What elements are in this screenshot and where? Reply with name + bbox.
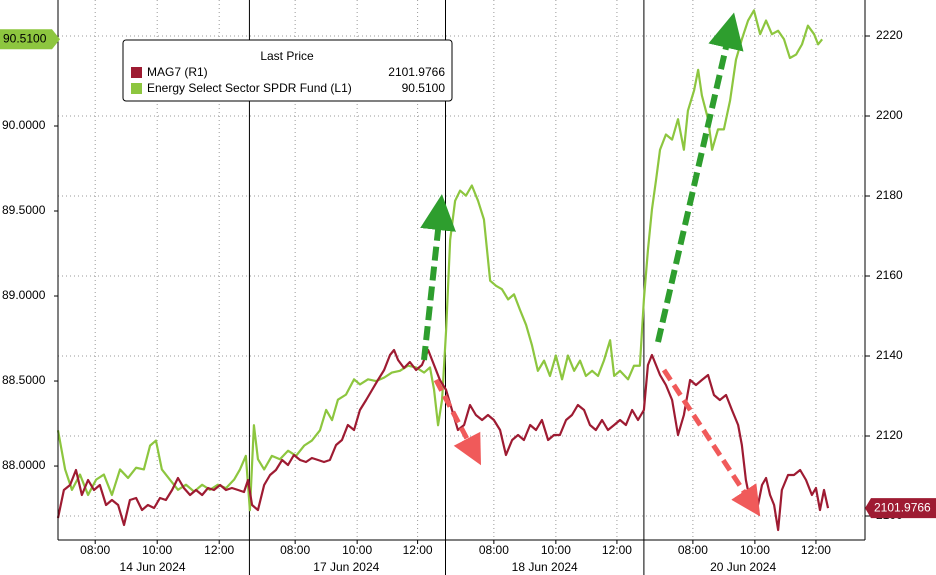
y2-tick-label: 2200 [876, 108, 903, 122]
red-arrow [661, 368, 761, 517]
y2-tick-label: 2180 [876, 188, 903, 202]
date-label: 18 Jun 2024 [512, 560, 578, 574]
last-value-tag [865, 498, 936, 519]
y-tick-label: 89.5000 [2, 203, 46, 217]
series-line [56, 9, 824, 512]
y-tick-label: 89.0000 [2, 288, 46, 302]
series-line [56, 348, 830, 532]
annotation-arrows [420, 12, 761, 517]
x-tick-label: 08:00 [678, 543, 708, 557]
green-arrow [420, 194, 456, 361]
date-label: 20 Jun 2024 [710, 560, 776, 574]
x-tick-label: 10:00 [541, 543, 571, 557]
x-tick-label: 08:00 [80, 543, 110, 557]
legend-swatch [131, 67, 142, 78]
x-tick-label: 10:00 [342, 543, 372, 557]
x-tick-label: 12:00 [602, 543, 632, 557]
x-tick-label: 10:00 [142, 543, 172, 557]
y-tick-label: 88.5000 [2, 373, 46, 387]
legend-value: 90.5100 [402, 81, 446, 95]
last-value-tag [0, 29, 60, 50]
legend-box [122, 39, 453, 102]
x-tick-label: 12:00 [403, 543, 433, 557]
legend: Last Price MAG7 (R1) 2101.9766 Energy Se… [122, 39, 453, 102]
x-tick-label: 10:00 [740, 543, 770, 557]
y2-tick-label: 2140 [876, 348, 903, 362]
y2-tick-label: 2220 [876, 28, 903, 42]
y-tick-label: 88.0000 [2, 458, 46, 472]
legend-swatch [131, 83, 142, 94]
x-tick-label: 12:00 [204, 543, 234, 557]
x-tick-label: 08:00 [479, 543, 509, 557]
y2-tick-label: 2160 [876, 268, 903, 282]
last-value-tags: 2101.9766 90.5100 [0, 29, 936, 519]
green-arrow [655, 12, 744, 343]
y-tick-label: 90.0000 [2, 118, 46, 132]
date-label: 14 Jun 2024 [120, 560, 186, 574]
legend-label: Energy Select Sector SPDR Fund (L1) [147, 81, 352, 95]
legend-value: 2101.9766 [388, 65, 445, 79]
date-label: 17 Jun 2024 [313, 560, 379, 574]
x-tick-label: 08:00 [280, 543, 310, 557]
x-tick-label: 12:00 [801, 543, 831, 557]
last-value-label: 90.5100 [3, 31, 47, 45]
red-arrow [433, 378, 482, 466]
last-value-label: 2101.9766 [874, 500, 931, 514]
legend-title: Last Price [260, 49, 314, 63]
data-layer [56, 9, 830, 532]
y2-tick-label: 2120 [876, 428, 903, 442]
legend-label: MAG7 (R1) [147, 65, 208, 79]
